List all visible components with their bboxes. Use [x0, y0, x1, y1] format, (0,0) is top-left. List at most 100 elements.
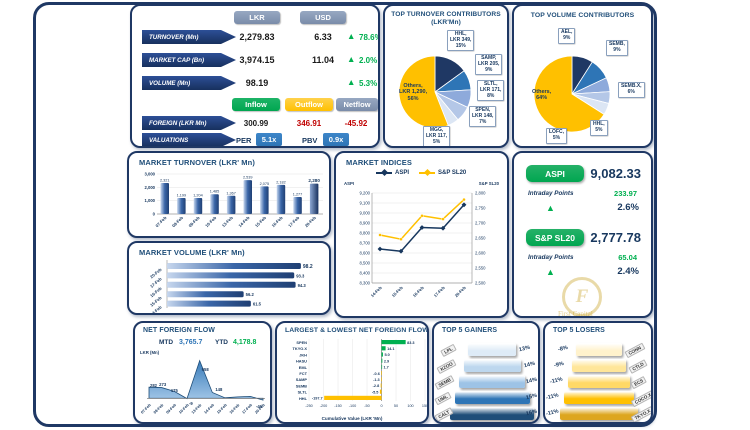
chart-text-label: 10-Feb — [178, 403, 190, 415]
sl20-intraday-points: 65.04 — [618, 253, 637, 262]
tornado-bar — [381, 377, 382, 382]
valuations-row-label: VALUATIONS — [142, 133, 236, 146]
pie-callout-label: Others, LKR 1,290, 56% — [397, 82, 429, 103]
chart-text-label: 09-Feb — [166, 403, 178, 415]
pie-callout-line: LKR 349, — [450, 36, 472, 43]
per-value: 5.1x — [256, 133, 282, 146]
aspi-intraday-points: 233.97 — [614, 189, 637, 198]
chart-text-label: 20-Feb — [149, 267, 163, 280]
pie-callout-line: Others, — [532, 89, 552, 95]
chart-text-label: 2,700 — [475, 221, 486, 226]
tornado-bar — [381, 358, 383, 363]
bar — [167, 300, 251, 307]
volume-row-label: VOLUME (Mn) — [142, 76, 236, 90]
bar — [260, 186, 269, 214]
market-indices-panel: MARKET INDICES ASPI S&P SL20 ASPI S&P SL… — [334, 151, 509, 318]
pie-callout-line: LKR 1,290, — [399, 89, 428, 96]
foreign-netflow-value: -45.92 — [344, 119, 368, 128]
bar — [276, 184, 286, 214]
funnel-pct-label: -11% — [549, 376, 564, 386]
chart-text-label: 2,800 — [475, 191, 486, 196]
chart-text-label: 2,539 — [243, 176, 253, 180]
pie-callout-line: SLTL, — [483, 81, 498, 87]
chart-text-label: 2,600 — [475, 251, 486, 256]
bar — [167, 291, 244, 298]
chart-text-label: -1.3 — [373, 378, 380, 382]
chart-text-label: 14-Feb — [204, 403, 216, 415]
top-volume-contributors-panel: TOP VOLUME CONTRIBUTORS AEL, 9% SEMB, 9% SEM… — [512, 4, 653, 148]
legend-sl20-label: S&P SL20 — [438, 170, 467, 176]
chart-text-label: 10-Feb — [204, 215, 217, 228]
tornado-bar — [380, 383, 382, 388]
chart-text-label: 13-Feb — [191, 403, 203, 415]
lkr-column-header: LKR — [234, 11, 280, 24]
chart-text-label: 2,280 — [308, 178, 320, 183]
funnel-slab — [576, 343, 622, 356]
chart-text-label: 17-Feb — [242, 403, 254, 415]
top-losers-title: TOP 5 LOSERS — [553, 327, 605, 334]
market-cap-usd-value: 11.04 — [311, 55, 335, 65]
funnel-ticker-label: COCO.X — [630, 389, 651, 408]
chart-text-label: 07-Feb — [140, 403, 152, 415]
chart-text-label: EML — [299, 365, 308, 370]
bar — [160, 183, 169, 214]
funnel-slab — [560, 407, 638, 420]
sl20-badge: S&P SL20 — [526, 229, 584, 246]
pie-callout-line: SAMP, — [481, 55, 497, 61]
pie-callout-line: MGG, — [429, 127, 444, 133]
funnel-slab — [564, 391, 634, 404]
area-shape — [148, 359, 264, 401]
funnel-ticker-label: LPL — [440, 343, 457, 358]
dashboard-outer-border — [33, 2, 657, 427]
turnover-usd-value: 6.33 — [314, 32, 332, 42]
chart-text-label: 0 — [153, 212, 156, 217]
chart-text-label: 9,000 — [360, 211, 371, 216]
foreign-outflow-value: 346.91 — [296, 119, 322, 128]
market-turnover-panel: MARKET TURNOVER (LKR' Mn) 0 1,000 2,000 3,0… — [127, 151, 331, 238]
pie-callout-line: 5% — [432, 138, 441, 145]
bar — [309, 183, 319, 214]
nff-svg: 282 273 175 -9 958 148 -46 07-Feb 08-Feb 09-Feb 10… — [140, 359, 266, 415]
pie-callout-label: SLTL, LKR 171, 8% — [477, 80, 505, 102]
market-volume-panel: MARKET VOLUME (LKR' Mn) 98.2 20-Feb 93.3 17… — [127, 241, 331, 315]
chart-text-label: SAMP — [296, 377, 308, 382]
chart-text-label: 9,200 — [360, 191, 371, 196]
chart-text-label: -100 — [349, 404, 357, 408]
bar — [226, 195, 236, 214]
turnover-change-pct: 78.6% — [359, 33, 380, 42]
pie-callout-line: 9% — [485, 66, 493, 73]
pie-callout-line: AEL, — [561, 29, 573, 35]
tornado-xaxis-title: Cumulative Value (LKR 'Mn) — [321, 416, 383, 421]
chart-text-label: 20-Feb — [304, 215, 317, 228]
pie-callout-line: SPEN, — [475, 107, 491, 113]
pie-callout-line: SEMB.X, — [621, 83, 642, 89]
chart-text-label: TKYO.X — [293, 346, 308, 351]
chart-text-label: JKH — [299, 352, 307, 357]
chart-text-label: FCT — [299, 371, 307, 376]
chart-text-label: 9,100 — [360, 201, 371, 206]
ytd-value: 4,178.8 — [233, 339, 257, 346]
pie-callout-line: 8% — [487, 92, 495, 99]
chart-text-label: -150 — [334, 404, 342, 408]
chart-text-label: 1,277 — [293, 192, 303, 196]
funnel-ticker-label: ECS — [630, 375, 648, 390]
turnover-row-label: TURNOVER (Mn) — [142, 30, 236, 44]
net-foreign-flow-title: NET FOREIGN FLOW — [143, 327, 215, 334]
up-triangle-icon: ▲ — [546, 203, 555, 213]
turnover-lkr-value: 2,279.83 — [239, 32, 275, 42]
chart-text-label: 2,550 — [475, 266, 486, 271]
pie-callout-label: LOFC, 5% — [546, 128, 567, 144]
funnel-pct-label: -8% — [557, 344, 569, 354]
pie-callout-line: 7% — [479, 118, 487, 125]
tornado-bar — [379, 389, 382, 394]
chart-text-label: HASU — [296, 359, 307, 364]
pie-callout-line: LKR 171, — [480, 86, 502, 93]
chart-text-label: 2,321 — [160, 179, 170, 183]
chart-text-label: -200 — [320, 404, 328, 408]
top-gainers-panel: TOP 5 GAINERS LPL 13% KZOO 14% SEMB 14% UML 15%… — [432, 321, 540, 424]
largest-lowest-nff-title: LARGEST & LOWEST NET FOREIGN FLOW — [285, 327, 429, 334]
foreign-inflow-value: 300.99 — [243, 119, 269, 128]
mtd-label: MTD — [159, 339, 174, 346]
chart-text-label: 150 — [422, 404, 428, 408]
